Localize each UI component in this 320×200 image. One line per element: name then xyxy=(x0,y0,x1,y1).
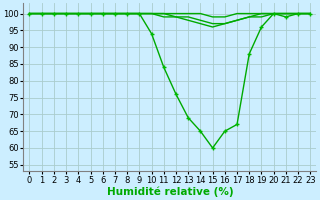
X-axis label: Humidité relative (%): Humidité relative (%) xyxy=(107,186,233,197)
